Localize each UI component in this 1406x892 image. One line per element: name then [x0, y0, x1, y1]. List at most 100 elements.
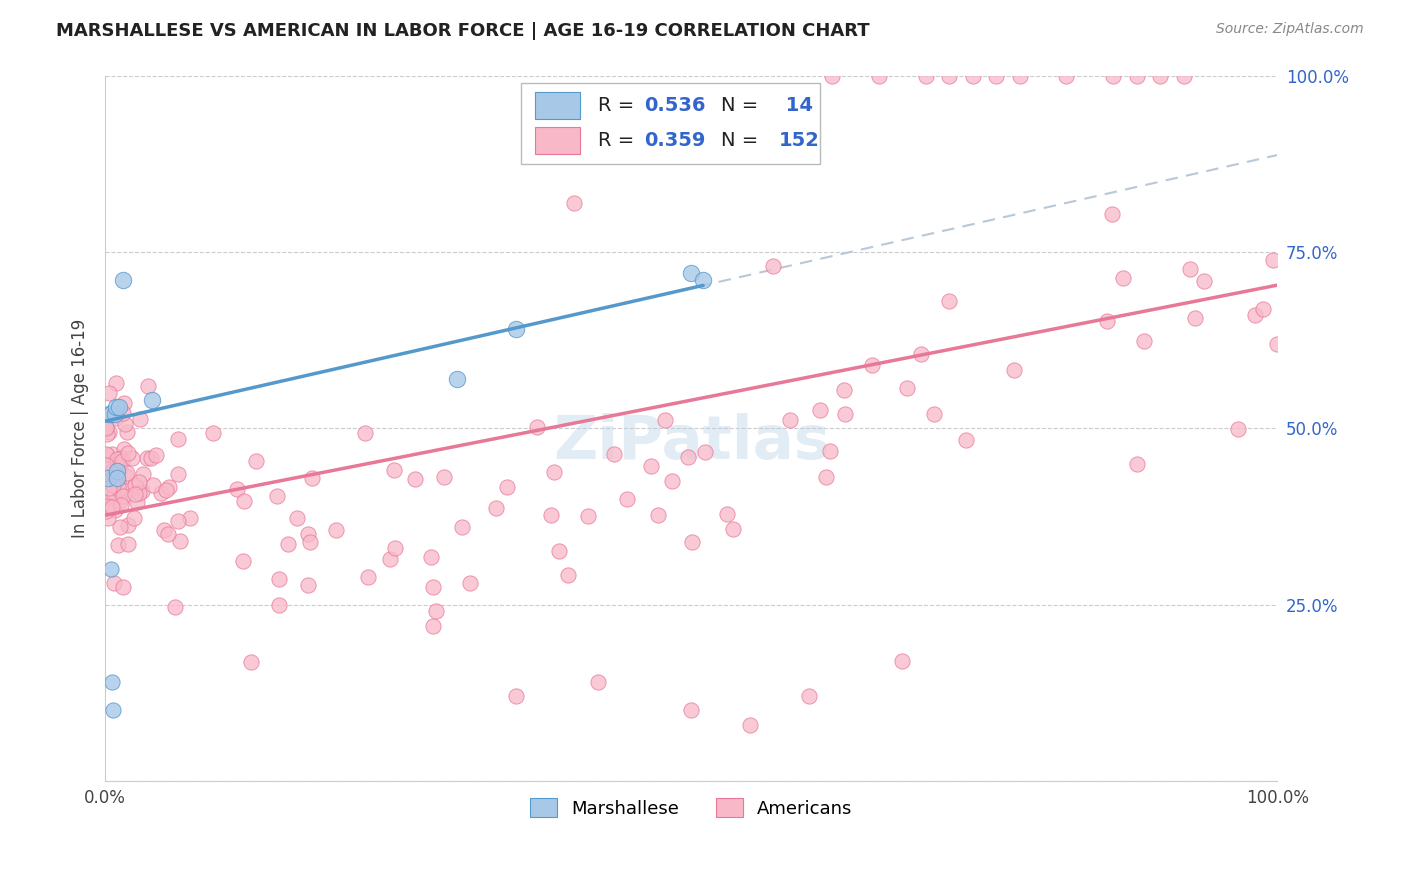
- Point: [692, 273, 714, 287]
- Point: [269, 572, 291, 586]
- Point: [104, 410, 127, 425]
- Point: [938, 69, 960, 83]
- Point: [834, 407, 856, 421]
- Point: [450, 519, 472, 533]
- Point: [96, 470, 118, 484]
- Point: [97, 499, 120, 513]
- Point: [384, 541, 406, 555]
- Point: [446, 372, 468, 386]
- Point: [100, 477, 122, 491]
- Point: [98, 492, 121, 507]
- Point: [110, 494, 132, 508]
- Point: [762, 259, 785, 273]
- Point: [96, 467, 118, 482]
- Point: [433, 469, 456, 483]
- Point: [111, 580, 134, 594]
- FancyBboxPatch shape: [522, 83, 820, 164]
- Point: [100, 464, 122, 478]
- Point: [110, 486, 132, 500]
- Point: [104, 407, 127, 421]
- Point: [101, 448, 124, 462]
- Point: [96, 426, 118, 441]
- Point: [100, 458, 122, 472]
- Point: [640, 459, 662, 474]
- Point: [404, 472, 426, 486]
- Point: [111, 406, 134, 420]
- Point: [103, 575, 125, 590]
- Point: [96, 421, 118, 435]
- Point: [141, 450, 163, 465]
- Point: [984, 69, 1007, 83]
- Point: [96, 448, 118, 462]
- Point: [955, 433, 977, 447]
- Point: [562, 195, 585, 210]
- Point: [129, 412, 152, 426]
- Text: ZiPatlas: ZiPatlas: [553, 413, 830, 472]
- Point: [496, 480, 519, 494]
- Point: [868, 69, 890, 83]
- Point: [107, 538, 129, 552]
- Point: [1126, 69, 1149, 83]
- Point: [108, 482, 131, 496]
- Point: [97, 475, 120, 489]
- Point: [814, 470, 837, 484]
- Point: [233, 494, 256, 508]
- Point: [103, 489, 125, 503]
- Point: [1267, 336, 1289, 351]
- Point: [914, 69, 936, 83]
- Point: [149, 485, 172, 500]
- Point: [298, 535, 321, 549]
- Point: [325, 523, 347, 537]
- Point: [103, 703, 125, 717]
- Bar: [536, 93, 581, 120]
- Point: [1056, 69, 1078, 83]
- Point: [419, 549, 441, 564]
- Point: [101, 500, 124, 515]
- Point: [716, 507, 738, 521]
- Point: [103, 463, 125, 477]
- Point: [117, 517, 139, 532]
- Point: [108, 459, 131, 474]
- Point: [808, 403, 831, 417]
- Point: [240, 655, 263, 669]
- Text: R =: R =: [598, 131, 640, 150]
- Point: [131, 484, 153, 499]
- Point: [721, 522, 744, 536]
- Point: [1112, 271, 1135, 285]
- Point: [860, 358, 883, 372]
- Point: [108, 400, 131, 414]
- Point: [378, 551, 401, 566]
- Point: [96, 420, 118, 434]
- Point: [922, 408, 945, 422]
- Point: [105, 452, 128, 467]
- Point: [105, 464, 128, 478]
- Point: [117, 536, 139, 550]
- Point: [110, 498, 132, 512]
- Point: [821, 69, 844, 83]
- Text: 14: 14: [779, 96, 813, 115]
- Point: [124, 478, 146, 492]
- Point: [179, 511, 201, 525]
- Point: [136, 451, 159, 466]
- Point: [738, 717, 761, 731]
- Point: [111, 453, 134, 467]
- Point: [1008, 69, 1031, 83]
- Point: [1101, 207, 1123, 221]
- Point: [616, 491, 638, 506]
- Point: [1251, 301, 1274, 316]
- Point: [695, 444, 717, 458]
- Point: [201, 425, 224, 440]
- Point: [543, 465, 565, 479]
- Point: [167, 514, 190, 528]
- Point: [586, 675, 609, 690]
- Point: [422, 619, 444, 633]
- Point: [938, 294, 960, 309]
- Point: [797, 690, 820, 704]
- Point: [266, 490, 288, 504]
- Point: [661, 474, 683, 488]
- Point: [104, 502, 127, 516]
- Point: [115, 466, 138, 480]
- Point: [128, 475, 150, 489]
- Point: [108, 520, 131, 534]
- Point: [277, 537, 299, 551]
